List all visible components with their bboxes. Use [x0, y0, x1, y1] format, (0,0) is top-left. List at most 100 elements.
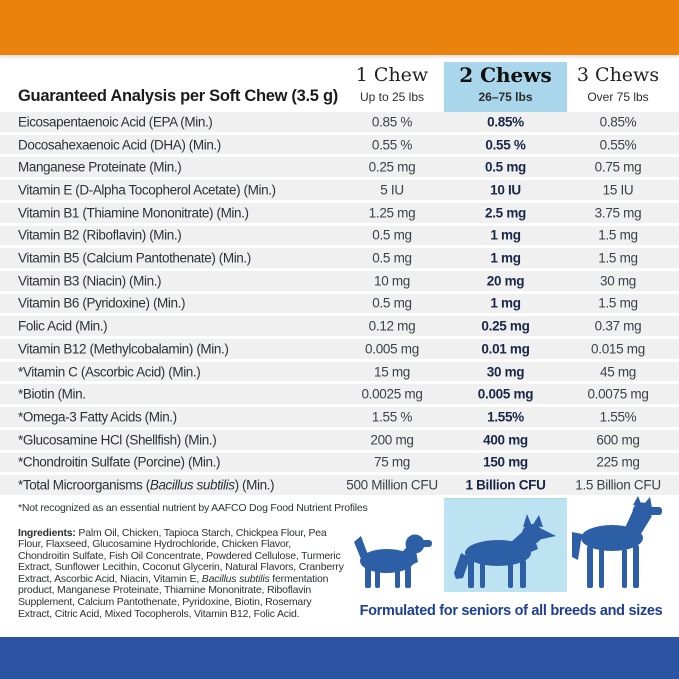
value-cell: 3.75 mg [594, 205, 642, 221]
value-cell: 0.12 mg [368, 318, 416, 334]
table-row: *Glucosamine HCl (Shellfish) (Min.) 200 m… [0, 429, 679, 453]
table-row: Manganese Proteinate (Min.) 0.25 mg 0.5 mg… [0, 157, 679, 181]
value-cell: 0.5 mg [372, 227, 412, 243]
nutrient-label: Vitamin B3 (Niacin) (Min.) [18, 273, 162, 289]
table-row: Vitamin B6 (Pyridoxine) (Min.) 0.5 mg 1 mg… [0, 293, 679, 317]
value-cell: 1 mg [490, 295, 521, 311]
value-cell: 0.0075 mg [587, 386, 649, 402]
table-row: Eicosapentaenoic Acid (EPA (Min.) 0.85 % 0… [0, 112, 679, 135]
value-cell: 0.005 mg [365, 341, 419, 357]
weight-range-label: Up to 25 lbs [359, 90, 425, 104]
value-cell: 0.85 % [371, 114, 413, 130]
value-cell: 0.25 mg [368, 159, 416, 175]
nutrient-label: *Total Microorganisms (Bacillus subtilis… [18, 477, 275, 493]
value-cell: 0.37 mg [594, 318, 642, 334]
nutrient-label: Vitamin B1 (Thiamine Mononitrate) (Min.) [18, 205, 249, 221]
dose-label: 2 Chews [459, 63, 552, 87]
top-orange-bar [0, 0, 679, 55]
value-cell: 1 Billion CFU [465, 477, 546, 493]
value-cell: 0.5 mg [372, 295, 412, 311]
analysis-title: Guaranteed Analysis per Soft Chew (3.5 g… [18, 87, 338, 105]
value-cell: 600 mg [596, 432, 640, 448]
value-cell: 0.005 mg [477, 386, 534, 402]
value-cell: 1.55% [599, 409, 637, 425]
table-row: Vitamin B1 (Thiamine Mononitrate) (Min.)… [0, 202, 679, 226]
value-cell: 0.55 % [485, 137, 526, 153]
value-cell: 225 mg [596, 454, 640, 470]
large-dog-icon [570, 496, 668, 589]
value-cell: 1.5 mg [598, 227, 638, 243]
value-cell: 0.5 mg [485, 159, 526, 175]
value-cell: 1.25 mg [368, 205, 416, 221]
nutrient-label: Vitamin B12 (Methylcobalamin) (Min.) [18, 341, 229, 357]
value-cell: 10 IU [490, 182, 521, 198]
table-row: Vitamin B3 (Niacin) (Min.) 10 mg 20 mg 30 m… [0, 270, 679, 294]
table-row: Vitamin B2 (Riboflavin) (Min.) 0.5 mg 1 mg… [0, 225, 679, 249]
table-row: *Vitamin C (Ascorbic Acid) (Min.) 15 mg 30… [0, 361, 679, 385]
dose-label: 1 Chew [355, 64, 429, 86]
value-cell: 1.5 mg [598, 250, 638, 266]
weight-range-label: 26–75 lbs [478, 90, 533, 104]
value-cell: 5 IU [380, 182, 404, 198]
table-row: Vitamin E (D-Alpha Tocopherol Acetate) (… [0, 180, 679, 203]
highlight-column-lower [444, 499, 567, 592]
value-cell: 0.75 mg [594, 159, 642, 175]
nutrient-label: *Omega-3 Fatty Acids (Min.) [18, 409, 177, 425]
column-header: 2 Chews 26–75 lbs [444, 64, 567, 104]
table-row: *Omega-3 Fatty Acids (Min.) 1.55 % 1.55% 1.… [0, 407, 679, 430]
small-dog-icon [350, 528, 432, 588]
nutrient-label: Vitamin B6 (Pyridoxine) (Min.) [18, 295, 186, 311]
column-header: 3 Chews Over 75 lbs [566, 64, 670, 104]
bottom-navy-bar [0, 637, 679, 679]
value-cell: 0.55 % [371, 137, 413, 153]
nutrient-label: Vitamin E (D-Alpha Tocopherol Acetate) (… [18, 182, 276, 198]
table-row: Vitamin B12 (Methylcobalamin) (Min.) 0.00… [0, 339, 679, 362]
analysis-rows: Eicosapentaenoic Acid (EPA (Min.) 0.85 % 0… [0, 112, 679, 498]
value-cell: 45 mg [599, 364, 637, 380]
value-cell: 30 mg [599, 273, 637, 289]
value-cell: 0.85% [487, 114, 524, 130]
table-row: Docosahexaenoic Acid (DHA) (Min.) 0.55 % 0… [0, 134, 679, 158]
table-row: *Chondroitin Sulfate (Porcine) (Min.) 75 … [0, 452, 679, 476]
aafco-footnote: *Not recognized as an essential nutrient… [18, 502, 368, 514]
nutrient-label: *Glucosamine HCl (Shellfish) (Min.) [18, 432, 217, 448]
nutrient-label: *Vitamin C (Ascorbic Acid) (Min.) [18, 364, 201, 380]
value-cell: 75 mg [373, 454, 411, 470]
dose-label: 3 Chews [576, 64, 660, 86]
table-row: *Biotin (Min. 0.0025 mg 0.005 mg 0.0075 mg [0, 384, 679, 408]
value-cell: 1 mg [490, 250, 521, 266]
value-cell: 0.01 mg [481, 341, 530, 357]
value-cell: 15 mg [373, 364, 411, 380]
nutrient-label: Folic Acid (Min.) [18, 318, 108, 334]
value-cell: 0.55% [599, 137, 637, 153]
value-cell: 0.015 mg [591, 341, 645, 357]
nutrient-label: Docosahexaenoic Acid (DHA) (Min.) [18, 137, 221, 153]
value-cell: 150 mg [483, 454, 528, 470]
value-cell: 30 mg [486, 364, 525, 380]
value-cell: 0.5 mg [372, 250, 412, 266]
value-cell: 15 IU [602, 182, 634, 198]
table-row: *Total Microorganisms (Bacillus subtilis… [0, 475, 679, 498]
nutrient-label: Vitamin B2 (Riboflavin) (Min.) [18, 227, 182, 243]
table-row: Folic Acid (Min.) 0.12 mg 0.25 mg 0.37 mg [0, 316, 679, 340]
value-cell: 0.85% [599, 114, 637, 130]
ingredients-paragraph: Ingredients: Palm Oil, Chicken, Tapioca … [18, 526, 344, 620]
nutrient-label: Vitamin B5 (Calcium Pantothenate) (Min.) [18, 250, 251, 266]
value-cell: 500 Million CFU [346, 477, 438, 493]
nutrient-label: *Chondroitin Sulfate (Porcine) (Min.) [18, 454, 221, 470]
value-cell: 1 mg [490, 227, 521, 243]
value-cell: 10 mg [373, 273, 411, 289]
value-cell: 1.5 Billion CFU [575, 477, 661, 493]
tagline: Formulated for seniors of all breeds and… [359, 603, 663, 619]
value-cell: 1.5 mg [598, 295, 638, 311]
value-cell: 2.5 mg [485, 205, 526, 221]
value-cell: 0.0025 mg [361, 386, 423, 402]
value-cell: 0.25 mg [481, 318, 530, 334]
table-row: Vitamin B5 (Calcium Pantothenate) (Min.)… [0, 248, 679, 271]
weight-range-label: Over 75 lbs [587, 90, 649, 104]
nutrient-label: *Biotin (Min. [18, 386, 86, 402]
value-cell: 200 mg [370, 432, 414, 448]
nutrient-label: Eicosapentaenoic Acid (EPA (Min.) [18, 114, 213, 130]
value-cell: 1.55 % [371, 409, 413, 425]
